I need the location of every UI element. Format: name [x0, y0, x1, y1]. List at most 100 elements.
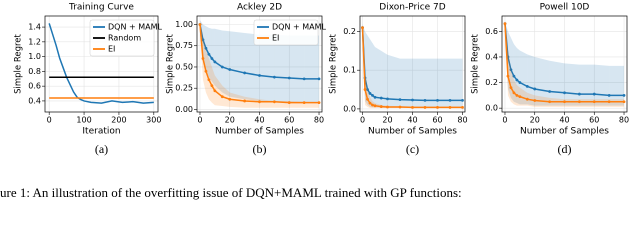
error-band: [510, 69, 514, 105]
x-tick-label: 60: [589, 116, 599, 125]
marker: [379, 96, 383, 100]
marker: [509, 86, 513, 90]
error-band: [579, 64, 595, 106]
error-band: [516, 48, 520, 105]
marker: [411, 105, 414, 109]
plot-frame: [196, 15, 323, 113]
marker: [373, 104, 377, 108]
x-tick-label: 20: [225, 116, 235, 125]
marker: [361, 26, 364, 30]
error-band: [211, 66, 215, 106]
y-tick-label: 0.1: [343, 66, 356, 75]
marker: [436, 105, 439, 109]
chart-title: Ackley 2D: [237, 3, 282, 13]
subfigure-label: (b): [253, 142, 267, 156]
legend-label: EI: [108, 45, 115, 54]
marker: [548, 90, 552, 93]
error-band: [214, 28, 223, 93]
legend-label: Random: [108, 34, 141, 43]
marker: [368, 101, 372, 105]
error-band: [208, 58, 212, 103]
marker: [213, 89, 217, 93]
marker: [423, 105, 427, 109]
legend-box: [89, 19, 155, 57]
marker: [577, 92, 581, 96]
error-band: [244, 32, 260, 101]
error-band: [211, 28, 215, 86]
x-tick-label: 0: [197, 116, 202, 125]
marker: [533, 87, 537, 91]
x-tick-label: 80: [314, 116, 324, 125]
chart-title: Training Curve: [68, 3, 134, 13]
y-tick-label: 0.2: [343, 27, 356, 36]
error-band: [609, 99, 625, 107]
marker: [461, 105, 464, 109]
marker: [622, 100, 626, 104]
y-tick-label: 0.8: [28, 67, 41, 76]
error-band: [229, 31, 245, 100]
x-tick-label: 40: [254, 116, 264, 125]
marker: [423, 98, 427, 102]
error-band: [450, 58, 463, 108]
error-band: [387, 54, 400, 108]
marker: [607, 93, 611, 97]
error-band: [274, 34, 290, 103]
marker: [258, 100, 261, 104]
error-band: [425, 58, 438, 108]
marker: [512, 91, 516, 95]
x-tick-label: 40: [559, 116, 569, 125]
y-tick-label: 1.0: [28, 52, 41, 61]
marker: [228, 68, 232, 71]
marker: [398, 105, 402, 109]
error-band: [549, 60, 565, 106]
y-tick-label: 0.50: [175, 62, 193, 71]
marker: [317, 101, 321, 105]
error-band: [244, 96, 260, 108]
marker: [272, 75, 276, 79]
marker: [302, 77, 306, 81]
marker: [518, 95, 522, 99]
marker: [379, 105, 383, 108]
error-band: [513, 44, 517, 104]
y-axis-label: Simple Regret: [14, 33, 24, 93]
error-band: [370, 39, 373, 108]
marker: [204, 46, 208, 50]
x-axis-label: Number of Samples: [368, 127, 457, 137]
marker: [363, 88, 367, 91]
error-band: [375, 46, 382, 108]
marker: [371, 93, 374, 97]
error-band: [519, 50, 528, 105]
y-tick-label: 0.4: [485, 52, 498, 61]
error-band: [222, 85, 230, 107]
chart-title: Powell 10D: [540, 3, 590, 13]
y-tick-label: 0.6: [28, 82, 41, 91]
x-tick-label: 20: [530, 116, 540, 125]
marker: [592, 100, 596, 104]
marker: [506, 74, 510, 78]
subfigure-label: (d): [558, 142, 572, 156]
marker: [207, 78, 211, 82]
error-band: [564, 99, 580, 107]
marker: [448, 105, 452, 109]
error-band: [510, 37, 514, 102]
error-band: [519, 87, 528, 106]
x-tick-label: 60: [432, 116, 442, 125]
marker: [210, 84, 214, 88]
marker: [448, 98, 452, 102]
marker: [213, 60, 217, 64]
y-axis-label: Simple Regret: [166, 33, 176, 93]
marker: [512, 74, 516, 78]
y-tick-label: 1.2: [28, 37, 41, 46]
marker: [436, 98, 439, 102]
error-band: [381, 50, 388, 108]
error-band: [208, 27, 212, 82]
y-axis-label: Simple Regret: [329, 33, 339, 93]
error-band: [507, 50, 511, 102]
y-tick-label: 0.0: [343, 104, 356, 113]
y-tick-label: 0.25: [175, 84, 193, 93]
marker: [201, 38, 205, 42]
error-band: [259, 34, 275, 102]
marker: [515, 78, 519, 82]
marker: [302, 101, 306, 105]
marker: [411, 98, 414, 102]
